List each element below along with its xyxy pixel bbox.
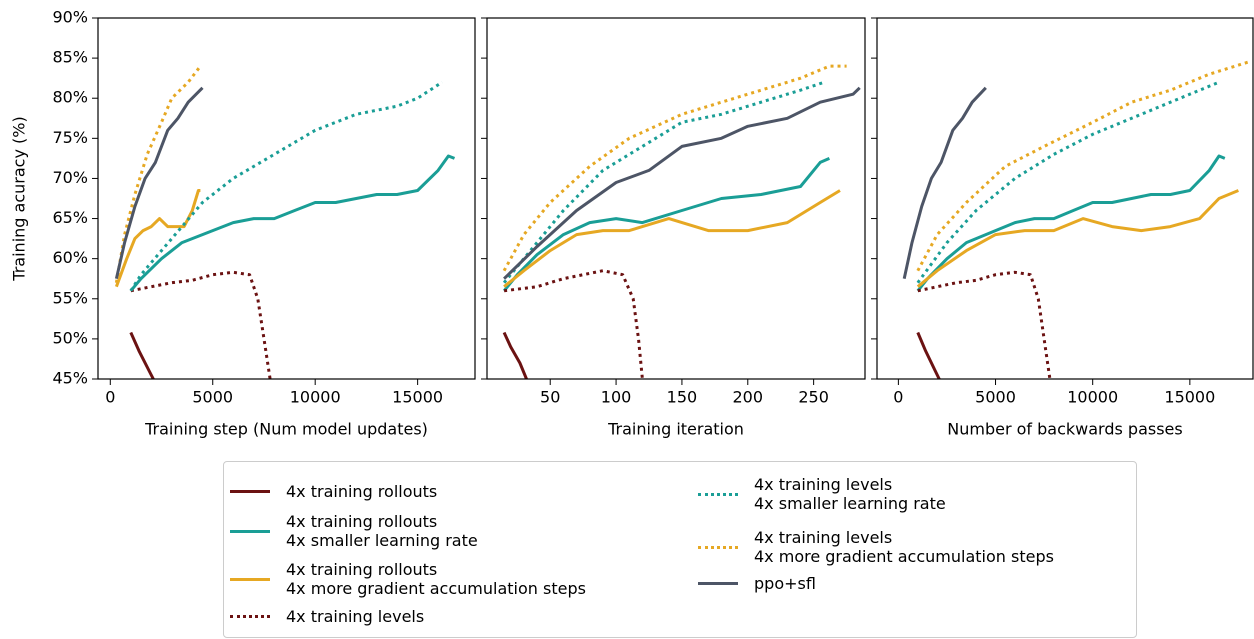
legend-entry: 4x training levels	[230, 607, 424, 626]
legend-handle	[698, 492, 738, 496]
y-tick-label: 70%	[52, 168, 88, 187]
series-line	[502, 80, 825, 284]
legend-entry: 4x training levels 4x more gradient accu…	[698, 528, 1054, 566]
series-line	[916, 60, 1249, 272]
series-line	[129, 80, 444, 292]
y-tick-label: 80%	[52, 88, 88, 107]
legend-entry: 4x training levels 4x smaller learning r…	[698, 475, 946, 513]
x-tick-label: 0	[893, 388, 903, 407]
y-axis-label: Training acuracy (%)	[10, 116, 29, 281]
legend-label: 4x training levels 4x more gradient accu…	[754, 528, 1054, 566]
x-tick-label: 250	[798, 388, 829, 407]
plot-frame	[486, 17, 866, 380]
x-tick-label: 10000	[290, 388, 341, 407]
y-tick-label: 60%	[52, 248, 88, 267]
y-tick-label: 45%	[52, 369, 88, 388]
plot-lines	[902, 60, 1249, 379]
legend-label: ppo+sfl	[754, 574, 816, 593]
legend-label: 4x training levels 4x smaller learning r…	[754, 475, 946, 513]
legend-handle	[230, 615, 270, 618]
legend-label: 4x training rollouts 4x smaller learning…	[286, 512, 478, 550]
legend-handle	[698, 545, 738, 549]
series-line	[916, 189, 1239, 288]
series-line	[503, 189, 841, 288]
legend-entry: ppo+sfl	[698, 574, 816, 593]
series-line	[916, 154, 1226, 292]
x-axis-label: Training iteration	[607, 420, 744, 439]
y-tick-label: 75%	[52, 128, 88, 147]
x-tick-label: 100	[601, 388, 632, 407]
x-tick-label: 50	[540, 388, 560, 407]
series-line	[503, 86, 861, 280]
series-line	[502, 157, 830, 292]
legend-label: 4x training rollouts 4x more gradient ac…	[286, 560, 586, 598]
y-tick-label: 90%	[52, 8, 88, 27]
legend-entry: 4x training rollouts	[230, 482, 437, 501]
legend-handle	[698, 582, 738, 585]
series-line	[130, 270, 272, 379]
y-tick-label: 50%	[52, 328, 88, 347]
legend-entry: 4x training rollouts 4x more gradient ac…	[230, 560, 586, 598]
series-line	[502, 331, 529, 379]
series-line	[902, 86, 987, 280]
series-line	[916, 80, 1220, 284]
plot-frame	[97, 17, 476, 380]
series-line	[916, 331, 941, 379]
x-tick-label: 200	[733, 388, 764, 407]
legend-label: 4x training levels	[286, 607, 425, 626]
series-line	[129, 331, 155, 379]
x-tick-label: 150	[667, 388, 698, 407]
x-tick-label: 5000	[192, 388, 233, 407]
series-line	[917, 270, 1052, 379]
y-tick-label: 55%	[52, 288, 88, 307]
plot-lines	[502, 64, 861, 379]
x-tick-label: 0	[105, 388, 115, 407]
series-line	[503, 269, 644, 379]
legend: 4x training rollouts 4x training rollouts…	[223, 461, 1137, 638]
y-tick-label: 65%	[52, 208, 88, 227]
legend-label: 4x training rollouts	[286, 482, 438, 501]
plot-lines	[114, 65, 456, 379]
x-axis-label: Training step (Num model updates)	[144, 420, 428, 439]
legend-handle	[230, 577, 270, 581]
x-tick-label: 5000	[975, 388, 1016, 407]
series-line	[114, 86, 204, 280]
legend-handle	[230, 490, 270, 493]
series-line	[114, 65, 202, 283]
series-line	[114, 189, 201, 288]
legend-entry: 4x training rollouts 4x smaller learning…	[230, 512, 478, 550]
x-tick-label: 10000	[1067, 388, 1118, 407]
x-axis-label: Number of backwards passes	[947, 420, 1182, 439]
series-line	[129, 154, 456, 292]
legend-handle	[230, 529, 270, 533]
x-tick-label: 15000	[392, 388, 443, 407]
x-tick-label: 15000	[1164, 388, 1215, 407]
y-tick-label: 85%	[52, 48, 88, 67]
plot-frame	[876, 17, 1254, 380]
